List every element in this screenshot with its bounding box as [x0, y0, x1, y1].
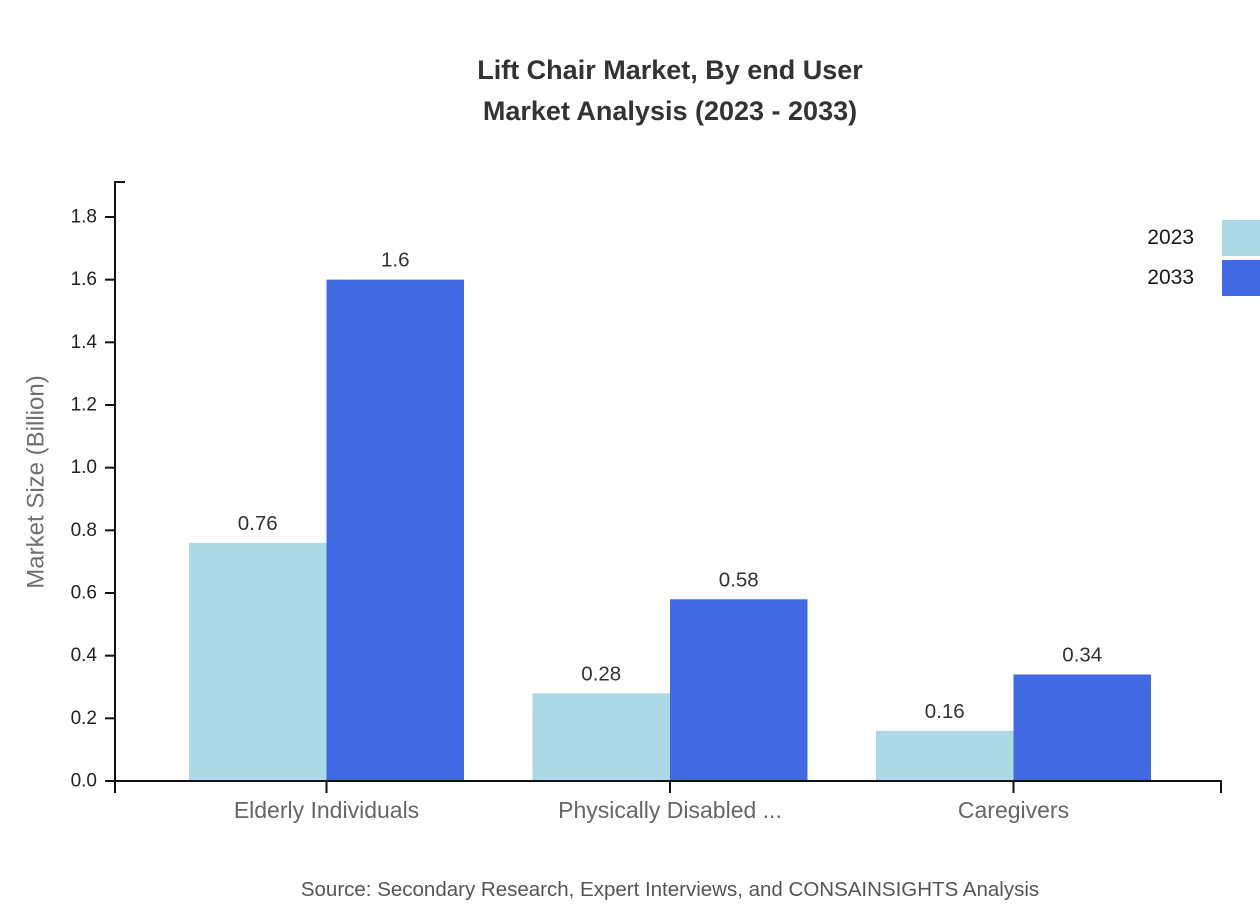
legend: 2023 2033: [1147, 218, 1260, 298]
x-axis: [107, 780, 1222, 793]
y-tick-label: 1.2: [71, 395, 97, 416]
legend-swatch-2023: [1222, 220, 1260, 256]
y-tick-label: 0.4: [71, 645, 98, 666]
legend-item-2033[interactable]: 2033: [1147, 258, 1260, 298]
y-tick-label: 1.0: [71, 457, 97, 478]
y-axis-title: Market Size (Billion): [23, 375, 50, 588]
value-label-2033-1: 0.58: [719, 568, 759, 591]
y-tick-label: 0.2: [71, 708, 97, 729]
x-category-label: Caregivers: [958, 797, 1069, 823]
bar-2033-0[interactable]: [326, 279, 465, 781]
value-label-2033-0: 1.6: [381, 249, 410, 272]
chart-title-line2: Market Analysis (2023 - 2033): [482, 96, 858, 126]
value-label-2023-1: 0.28: [581, 662, 621, 685]
legend-swatch-2033: [1222, 260, 1260, 296]
legend-label-2023: 2023: [1147, 226, 1194, 249]
y-tick-label: 0.6: [71, 583, 97, 604]
y-tick-label: 0.0: [71, 771, 97, 792]
chart-title-line1: Lift Chair Market, By end User: [477, 55, 863, 85]
value-label-2023-0: 0.76: [238, 512, 278, 535]
x-category-label: Elderly Individuals: [234, 797, 419, 823]
legend-item-2023[interactable]: 2023: [1147, 218, 1260, 258]
bar-2023-0[interactable]: [189, 542, 327, 781]
y-tick-label: 0.8: [71, 520, 97, 541]
value-label-2033-2: 0.34: [1062, 643, 1102, 666]
source-note: Source: Secondary Research, Expert Inter…: [300, 878, 1040, 901]
y-tick-label: 1.6: [71, 269, 97, 290]
x-category-label: Physically Disabled ...: [558, 797, 782, 823]
chart-title: Lift Chair Market, By end User Market An…: [90, 50, 1250, 132]
bar-2033-1[interactable]: [670, 599, 808, 781]
bar-2033-2[interactable]: [1013, 674, 1152, 781]
legend-label-2033: 2033: [1147, 266, 1194, 289]
bar-2023-1[interactable]: [532, 693, 671, 781]
y-axis: [114, 181, 125, 793]
y-tick-label: 1.8: [71, 207, 97, 228]
value-label-2023-2: 0.16: [925, 700, 965, 723]
y-tick-label: 1.4: [71, 332, 98, 353]
bar-2023-2[interactable]: [876, 730, 1014, 781]
